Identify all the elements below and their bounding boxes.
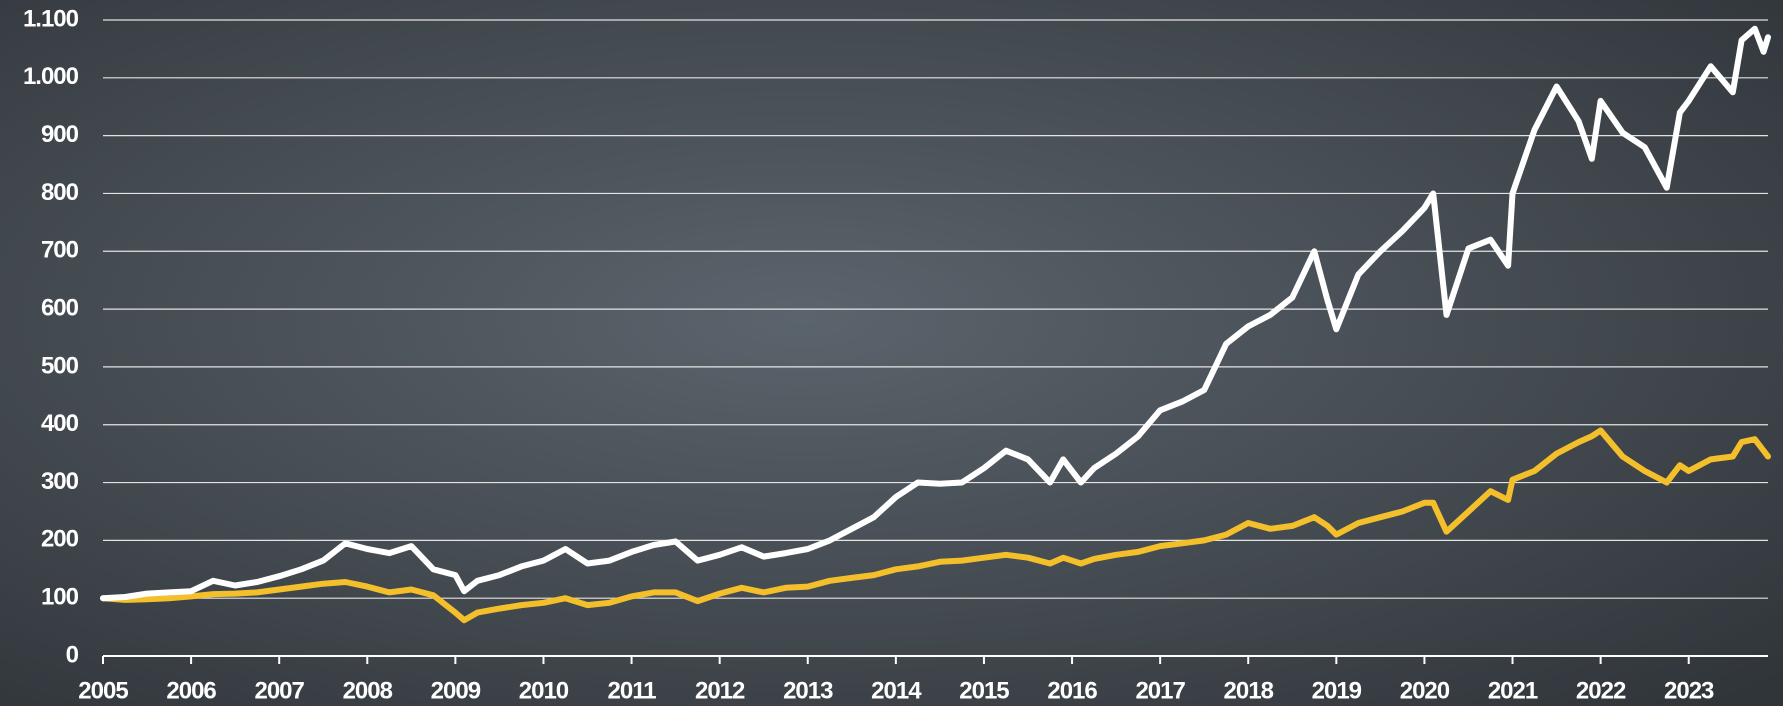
x-tick-label: 2014: [871, 677, 922, 704]
y-tick-label: 400: [41, 410, 79, 437]
y-tick-label: 700: [41, 237, 79, 264]
x-tick-label: 2022: [1576, 677, 1626, 704]
x-tick-label: 2012: [695, 677, 745, 704]
x-tick-label: 2016: [1047, 677, 1097, 704]
x-tick-label: 2015: [959, 677, 1009, 704]
x-tick-label: 2009: [431, 677, 481, 704]
y-tick-label: 1.100: [23, 5, 79, 32]
x-tick-label: 2021: [1488, 677, 1538, 704]
y-tick-label: 500: [41, 352, 79, 379]
x-tick-label: 2017: [1135, 677, 1185, 704]
x-tick-label: 2007: [254, 677, 304, 704]
x-tick-label: 2023: [1664, 677, 1714, 704]
y-tick-label: 300: [41, 468, 79, 495]
y-tick-label: 600: [41, 294, 79, 321]
x-tick-label: 2005: [78, 677, 128, 704]
x-tick-label: 2019: [1312, 677, 1362, 704]
y-tick-label: 1.000: [23, 63, 79, 90]
x-tick-label: 2008: [343, 677, 393, 704]
x-tick-label: 2006: [166, 677, 216, 704]
series-line: [100, 427, 1771, 624]
y-tick-label: 100: [41, 584, 79, 611]
x-tick-label: 2020: [1400, 677, 1450, 704]
y-tick-label: 0: [66, 641, 79, 668]
x-tick-label: 2010: [519, 677, 569, 704]
y-tick-label: 900: [41, 121, 79, 148]
y-tick-label: 200: [41, 526, 79, 553]
x-tick-label: 2013: [783, 677, 833, 704]
x-tick-label: 2011: [608, 677, 657, 704]
y-tick-label: 800: [41, 179, 79, 206]
series-line: [100, 25, 1771, 602]
x-tick-label: 2018: [1224, 677, 1274, 704]
